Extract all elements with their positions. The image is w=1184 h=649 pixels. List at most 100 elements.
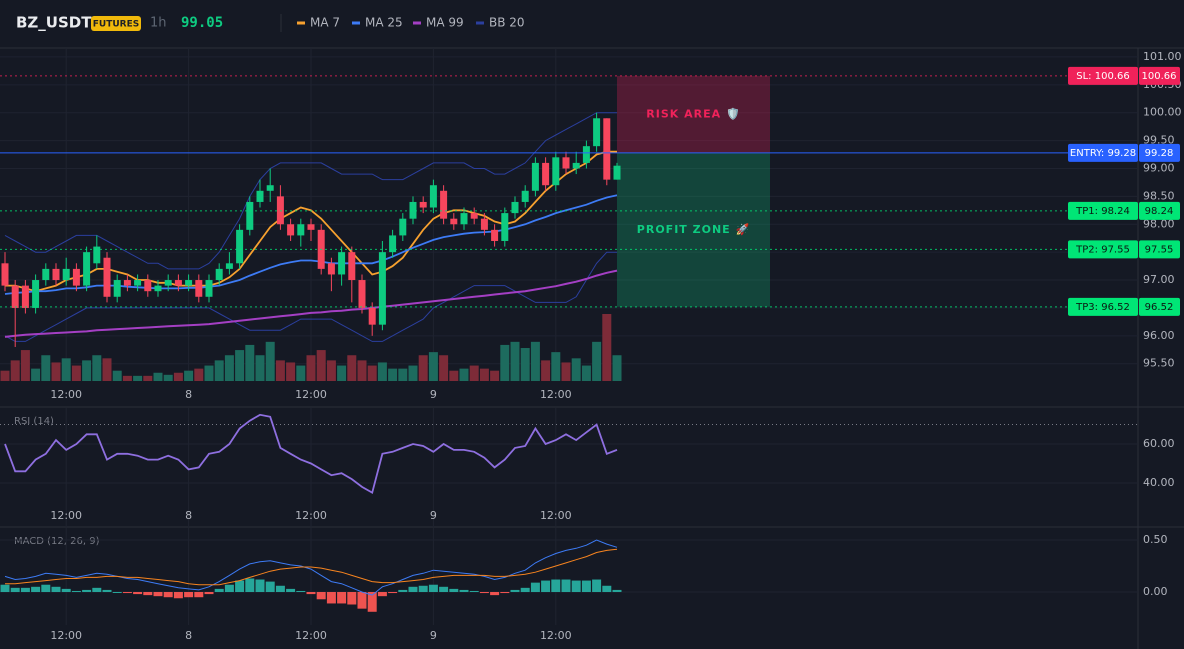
badge: FUTURES <box>93 20 139 30</box>
candle-body <box>582 146 590 163</box>
volume-bar <box>377 362 387 381</box>
macd-title: MACD (12, 26, 9) <box>14 536 100 547</box>
volume-bar <box>490 370 500 381</box>
histogram-bar <box>20 587 30 593</box>
candle-body <box>338 252 346 275</box>
histogram-bar <box>235 580 245 593</box>
volume-bar <box>551 352 561 381</box>
candle-body <box>450 218 458 225</box>
profit-label: PROFIT ZONE 🚀 <box>637 223 750 236</box>
level-tag: TP1: 98.24 <box>1075 206 1130 217</box>
candle-body <box>440 190 448 219</box>
price-tag: 100.66 <box>1142 71 1177 82</box>
candle-body <box>62 268 70 281</box>
price-tag-bg <box>1139 66 1180 85</box>
x-tick-label: 8 <box>185 509 192 522</box>
histogram-bar <box>163 592 173 598</box>
volume-bar <box>265 341 275 381</box>
bb-upper <box>4 112 617 270</box>
volume-bar <box>388 368 398 381</box>
candle-body <box>174 280 182 286</box>
candle-body <box>521 190 529 202</box>
candle-body <box>256 190 264 202</box>
histogram-bar <box>153 592 163 597</box>
candle-body <box>572 162 580 169</box>
volume-bar <box>61 358 71 381</box>
volume-bar <box>0 370 10 381</box>
volume-bar <box>316 350 326 381</box>
price-tag-bg <box>1139 297 1180 316</box>
volume-bar <box>449 370 459 381</box>
histogram-bar <box>184 592 194 598</box>
volume-bar <box>357 360 367 381</box>
candle-body <box>21 285 29 308</box>
candle-body <box>287 224 295 236</box>
x-tick-label: 9 <box>430 388 437 401</box>
level-tag-bg <box>1068 201 1138 220</box>
volume-bar <box>459 368 469 381</box>
candle-body <box>307 224 315 230</box>
candle-body <box>429 185 437 208</box>
histogram-bar <box>41 584 51 593</box>
macd-line <box>4 539 618 596</box>
volume-bar <box>10 360 20 381</box>
y-tick-label: 96.00 <box>1143 329 1175 342</box>
y-tick-label: 0.50 <box>1143 533 1168 546</box>
interval: 1h <box>150 16 167 31</box>
histogram-bar <box>0 584 10 593</box>
volume-bar <box>71 365 81 381</box>
x-tick-label: 12:00 <box>295 629 327 642</box>
volume-bar <box>275 360 285 381</box>
legend-label: BB 20 <box>489 16 525 30</box>
histogram-bar <box>561 579 571 593</box>
histogram-bar <box>500 592 510 594</box>
volume-bar <box>194 368 204 381</box>
candle-body <box>368 307 376 325</box>
histogram-bar <box>316 592 326 600</box>
histogram-bar <box>449 588 459 593</box>
volume-bar <box>592 341 602 381</box>
last-price: 99.05 <box>181 15 223 31</box>
histogram-bar <box>122 592 132 594</box>
volume-bar <box>439 355 449 381</box>
histogram-bar <box>326 592 336 604</box>
candle-body <box>531 162 539 191</box>
candle-body <box>593 118 601 147</box>
histogram-bar <box>530 582 540 593</box>
volume-bar <box>612 355 622 381</box>
candle-body <box>603 118 611 180</box>
x-tick-label: 12:00 <box>540 388 572 401</box>
histogram-bar <box>296 590 306 593</box>
risk-label: RISK AREA 🛡️ <box>646 107 740 120</box>
x-tick-label: 12:00 <box>50 388 82 401</box>
candle-body <box>32 280 40 308</box>
candle-body <box>613 165 621 180</box>
volume-bar <box>541 360 551 381</box>
histogram-bar <box>520 587 530 593</box>
histogram-bar <box>224 584 234 593</box>
badge-bg <box>91 16 141 31</box>
candle-body <box>154 285 162 292</box>
volume-bar <box>367 365 377 381</box>
volume-bar <box>204 365 214 381</box>
candle-body <box>327 263 335 275</box>
y-tick-label: 98.50 <box>1143 189 1175 202</box>
volume-bar <box>102 358 112 381</box>
histogram-bar <box>173 592 183 599</box>
histogram-bar <box>418 585 428 593</box>
level-tag: SL: 100.66 <box>1076 71 1129 82</box>
candle-body <box>52 268 60 281</box>
histogram-bar <box>51 586 61 593</box>
y-tick-label: 100.00 <box>1143 106 1182 119</box>
candle-body <box>501 213 509 241</box>
volume-bar <box>602 314 612 381</box>
histogram-bar <box>377 592 387 597</box>
candle-body <box>185 280 193 286</box>
histogram-bar <box>102 589 112 593</box>
candle-body <box>246 201 254 230</box>
x-tick-label: 12:00 <box>540 629 572 642</box>
level-tag: ENTRY: 99.28 <box>1070 148 1136 159</box>
y-tick-label: 40.00 <box>1143 476 1175 489</box>
volume-bar <box>520 348 530 381</box>
histogram-bar <box>612 589 622 593</box>
